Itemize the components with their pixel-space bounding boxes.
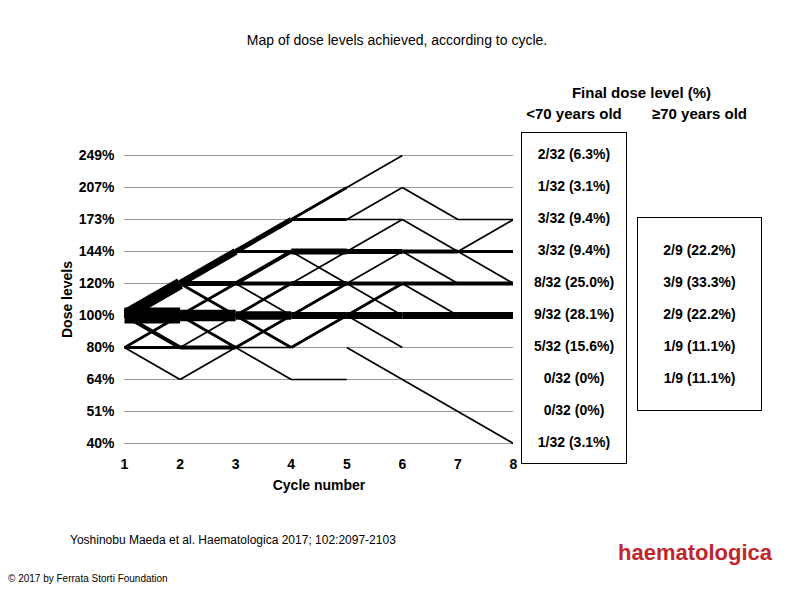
svg-text:1: 1 (121, 456, 129, 472)
svg-text:144%: 144% (79, 243, 115, 259)
svg-text:8: 8 (510, 456, 518, 472)
svg-text:207%: 207% (79, 179, 115, 195)
svg-text:4: 4 (287, 456, 295, 472)
svg-text:80%: 80% (86, 339, 115, 355)
html-text:8/32 (25.0%): 8/32 (25.0%) (533, 274, 615, 290)
html-text:<70 years old: <70 years old (526, 105, 622, 122)
html-text:Final dose level (%): Final dose level (%) (571, 84, 712, 101)
svg-text:Dose levels: Dose levels (59, 261, 75, 338)
svg-text:64%: 64% (86, 371, 115, 387)
html-text:1/32 (3.1%): 1/32 (3.1%) (537, 178, 611, 194)
html-text:3/32 (9.4%): 3/32 (9.4%) (537, 210, 611, 226)
html-text:2/32 (6.3%): 2/32 (6.3%) (537, 146, 611, 162)
html-text:≥70 years old: ≥70 years old (652, 105, 747, 122)
html-text:1/9 (11.1%): 1/9 (11.1%) (663, 338, 736, 354)
svg-text:173%: 173% (79, 211, 115, 227)
svg-text:51%: 51% (86, 403, 115, 419)
svg-text:249%: 249% (79, 147, 115, 163)
html-text:Yoshinobu Maeda et al. Haemato: Yoshinobu Maeda et al. Haematologica 201… (70, 533, 396, 547)
svg-text:5: 5 (343, 456, 351, 472)
html-text:1/32 (3.1%): 1/32 (3.1%) (537, 434, 611, 450)
html-text:3/9 (33.3%): 3/9 (33.3%) (663, 274, 736, 290)
html-text:Map of dose levels achieved, a: Map of dose levels achieved, according t… (246, 32, 548, 48)
svg-text:40%: 40% (86, 435, 115, 451)
html-text:0/32 (0%): 0/32 (0%) (543, 402, 605, 418)
svg-text:100%: 100% (79, 307, 115, 323)
html-text:0/32 (0%): 0/32 (0%) (543, 370, 605, 386)
svg-text:3: 3 (232, 456, 240, 472)
svg-text:6: 6 (398, 456, 406, 472)
svg-text:120%: 120% (79, 275, 115, 291)
html-text:3/32 (9.4%): 3/32 (9.4%) (537, 242, 611, 258)
html-text:9/32 (28.1%): 9/32 (28.1%) (533, 306, 615, 322)
html-text:1/9 (11.1%): 1/9 (11.1%) (663, 370, 736, 386)
svg-text:Cycle number: Cycle number (273, 477, 366, 493)
svg-text:7: 7 (454, 456, 462, 472)
html-text:2/9 (22.2%): 2/9 (22.2%) (663, 306, 736, 322)
html-text:5/32 (15.6%): 5/32 (15.6%) (533, 338, 615, 354)
html-text:© 2017 by Ferrata Storti Found: © 2017 by Ferrata Storti Foundation (8, 573, 168, 584)
html-text:2/9 (22.2%): 2/9 (22.2%) (663, 242, 736, 258)
html-text:haematologica: haematologica (618, 540, 772, 565)
svg-text:2: 2 (176, 456, 184, 472)
